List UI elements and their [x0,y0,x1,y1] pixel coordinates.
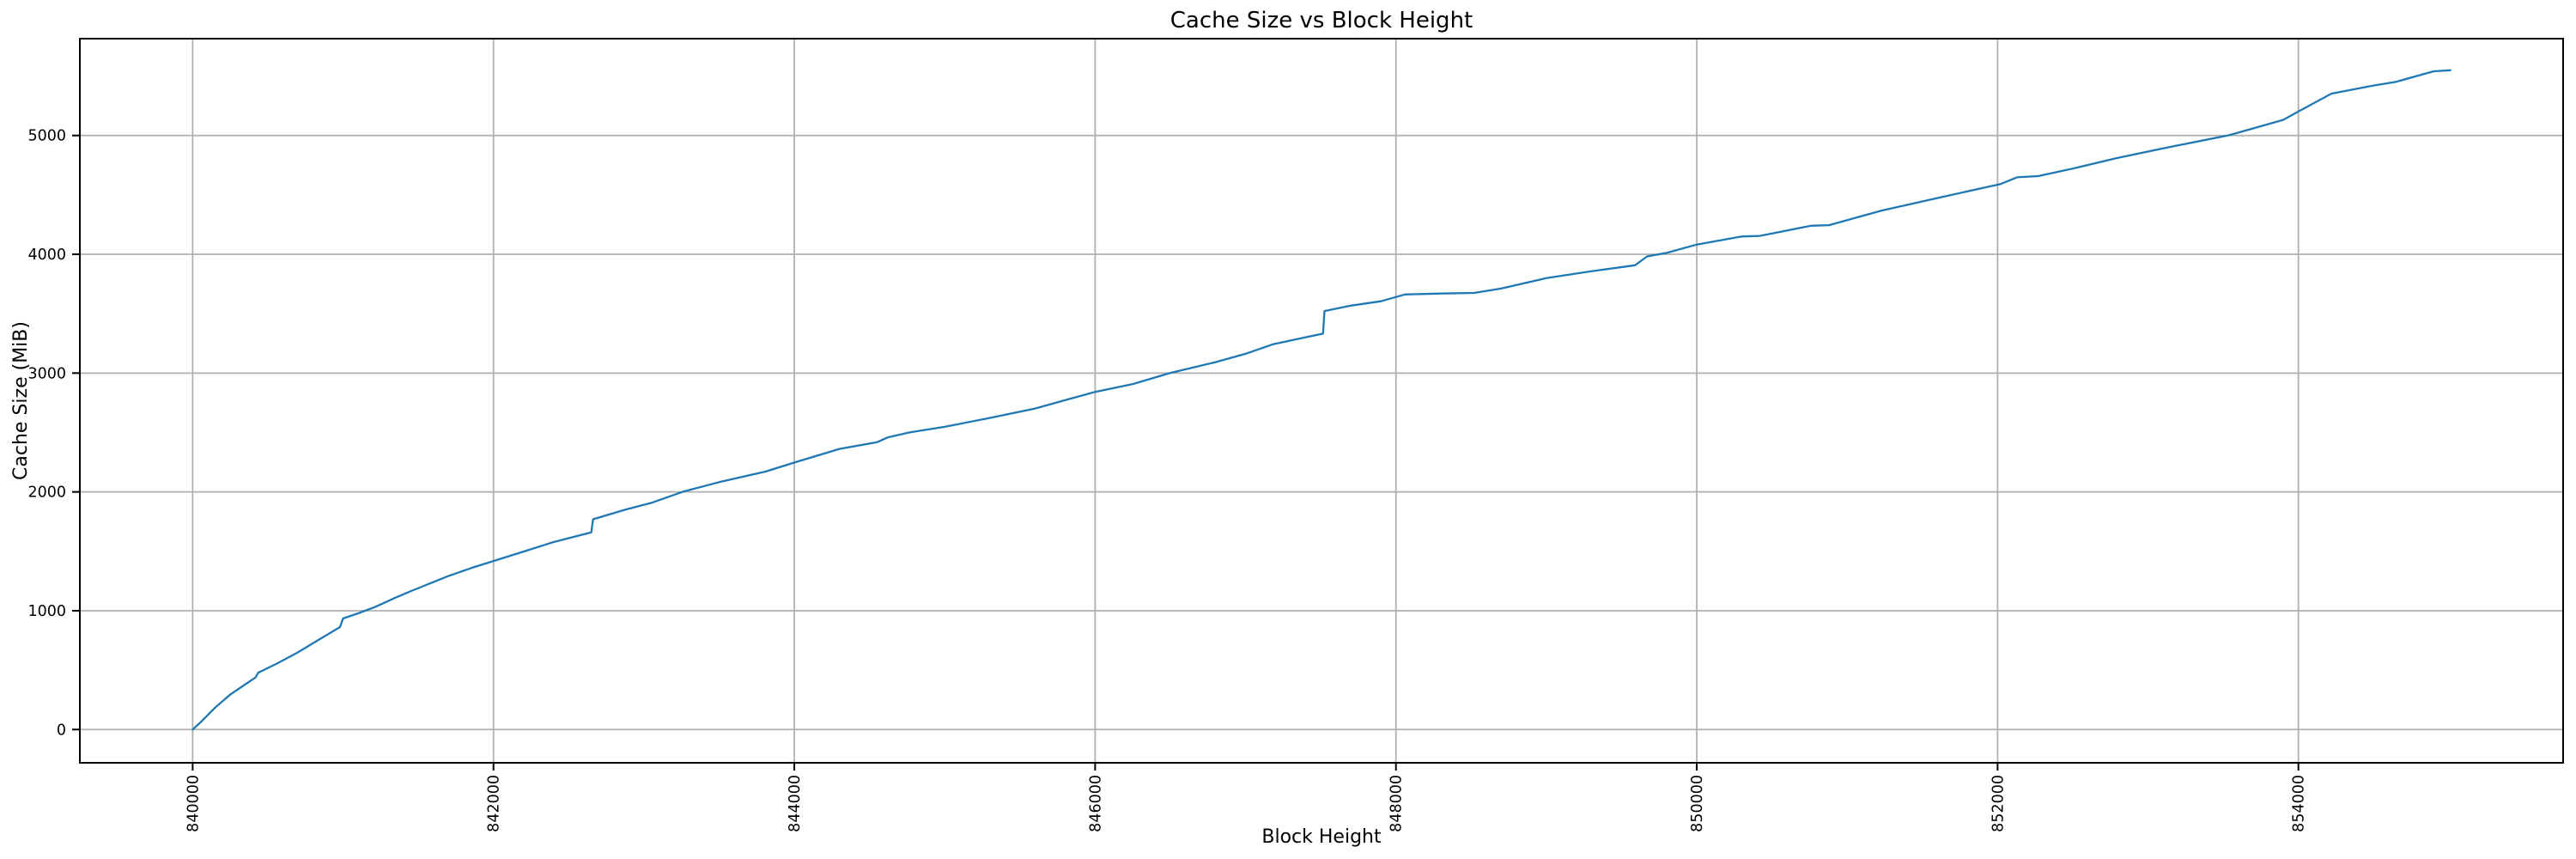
x-tick-label: 854000 [2291,775,2308,832]
cache-size-line [191,69,2451,731]
x-tick-label: 842000 [486,775,503,832]
y-tick-label: 2000 [27,484,66,502]
x-tick-label: 844000 [787,775,804,832]
x-tick-label: 852000 [1990,775,2007,832]
x-tick-label: 848000 [1388,775,1406,832]
y-tick-label: 5000 [27,128,66,145]
x-tick-label: 850000 [1689,775,1706,832]
y-tick-label: 0 [57,722,66,739]
axis-ticks [72,134,2300,771]
y-tick-label: 4000 [27,247,66,264]
gridlines [80,39,2563,763]
y-axis-label: Cache Size (MiB) [10,321,32,480]
chart-title: Cache Size vs Block Height [1170,8,1473,34]
x-tick-label: 840000 [185,775,202,832]
y-tick-label: 1000 [27,603,66,620]
y-tick-label: 3000 [27,365,66,382]
series-line [191,69,2451,731]
x-tick-label: 846000 [1087,775,1104,832]
x-axis-label: Block Height [1261,826,1382,848]
plot-area [79,38,2564,764]
tick-labels: 840000 842000 844000 846000 848000 850000 8520… [27,128,2307,832]
